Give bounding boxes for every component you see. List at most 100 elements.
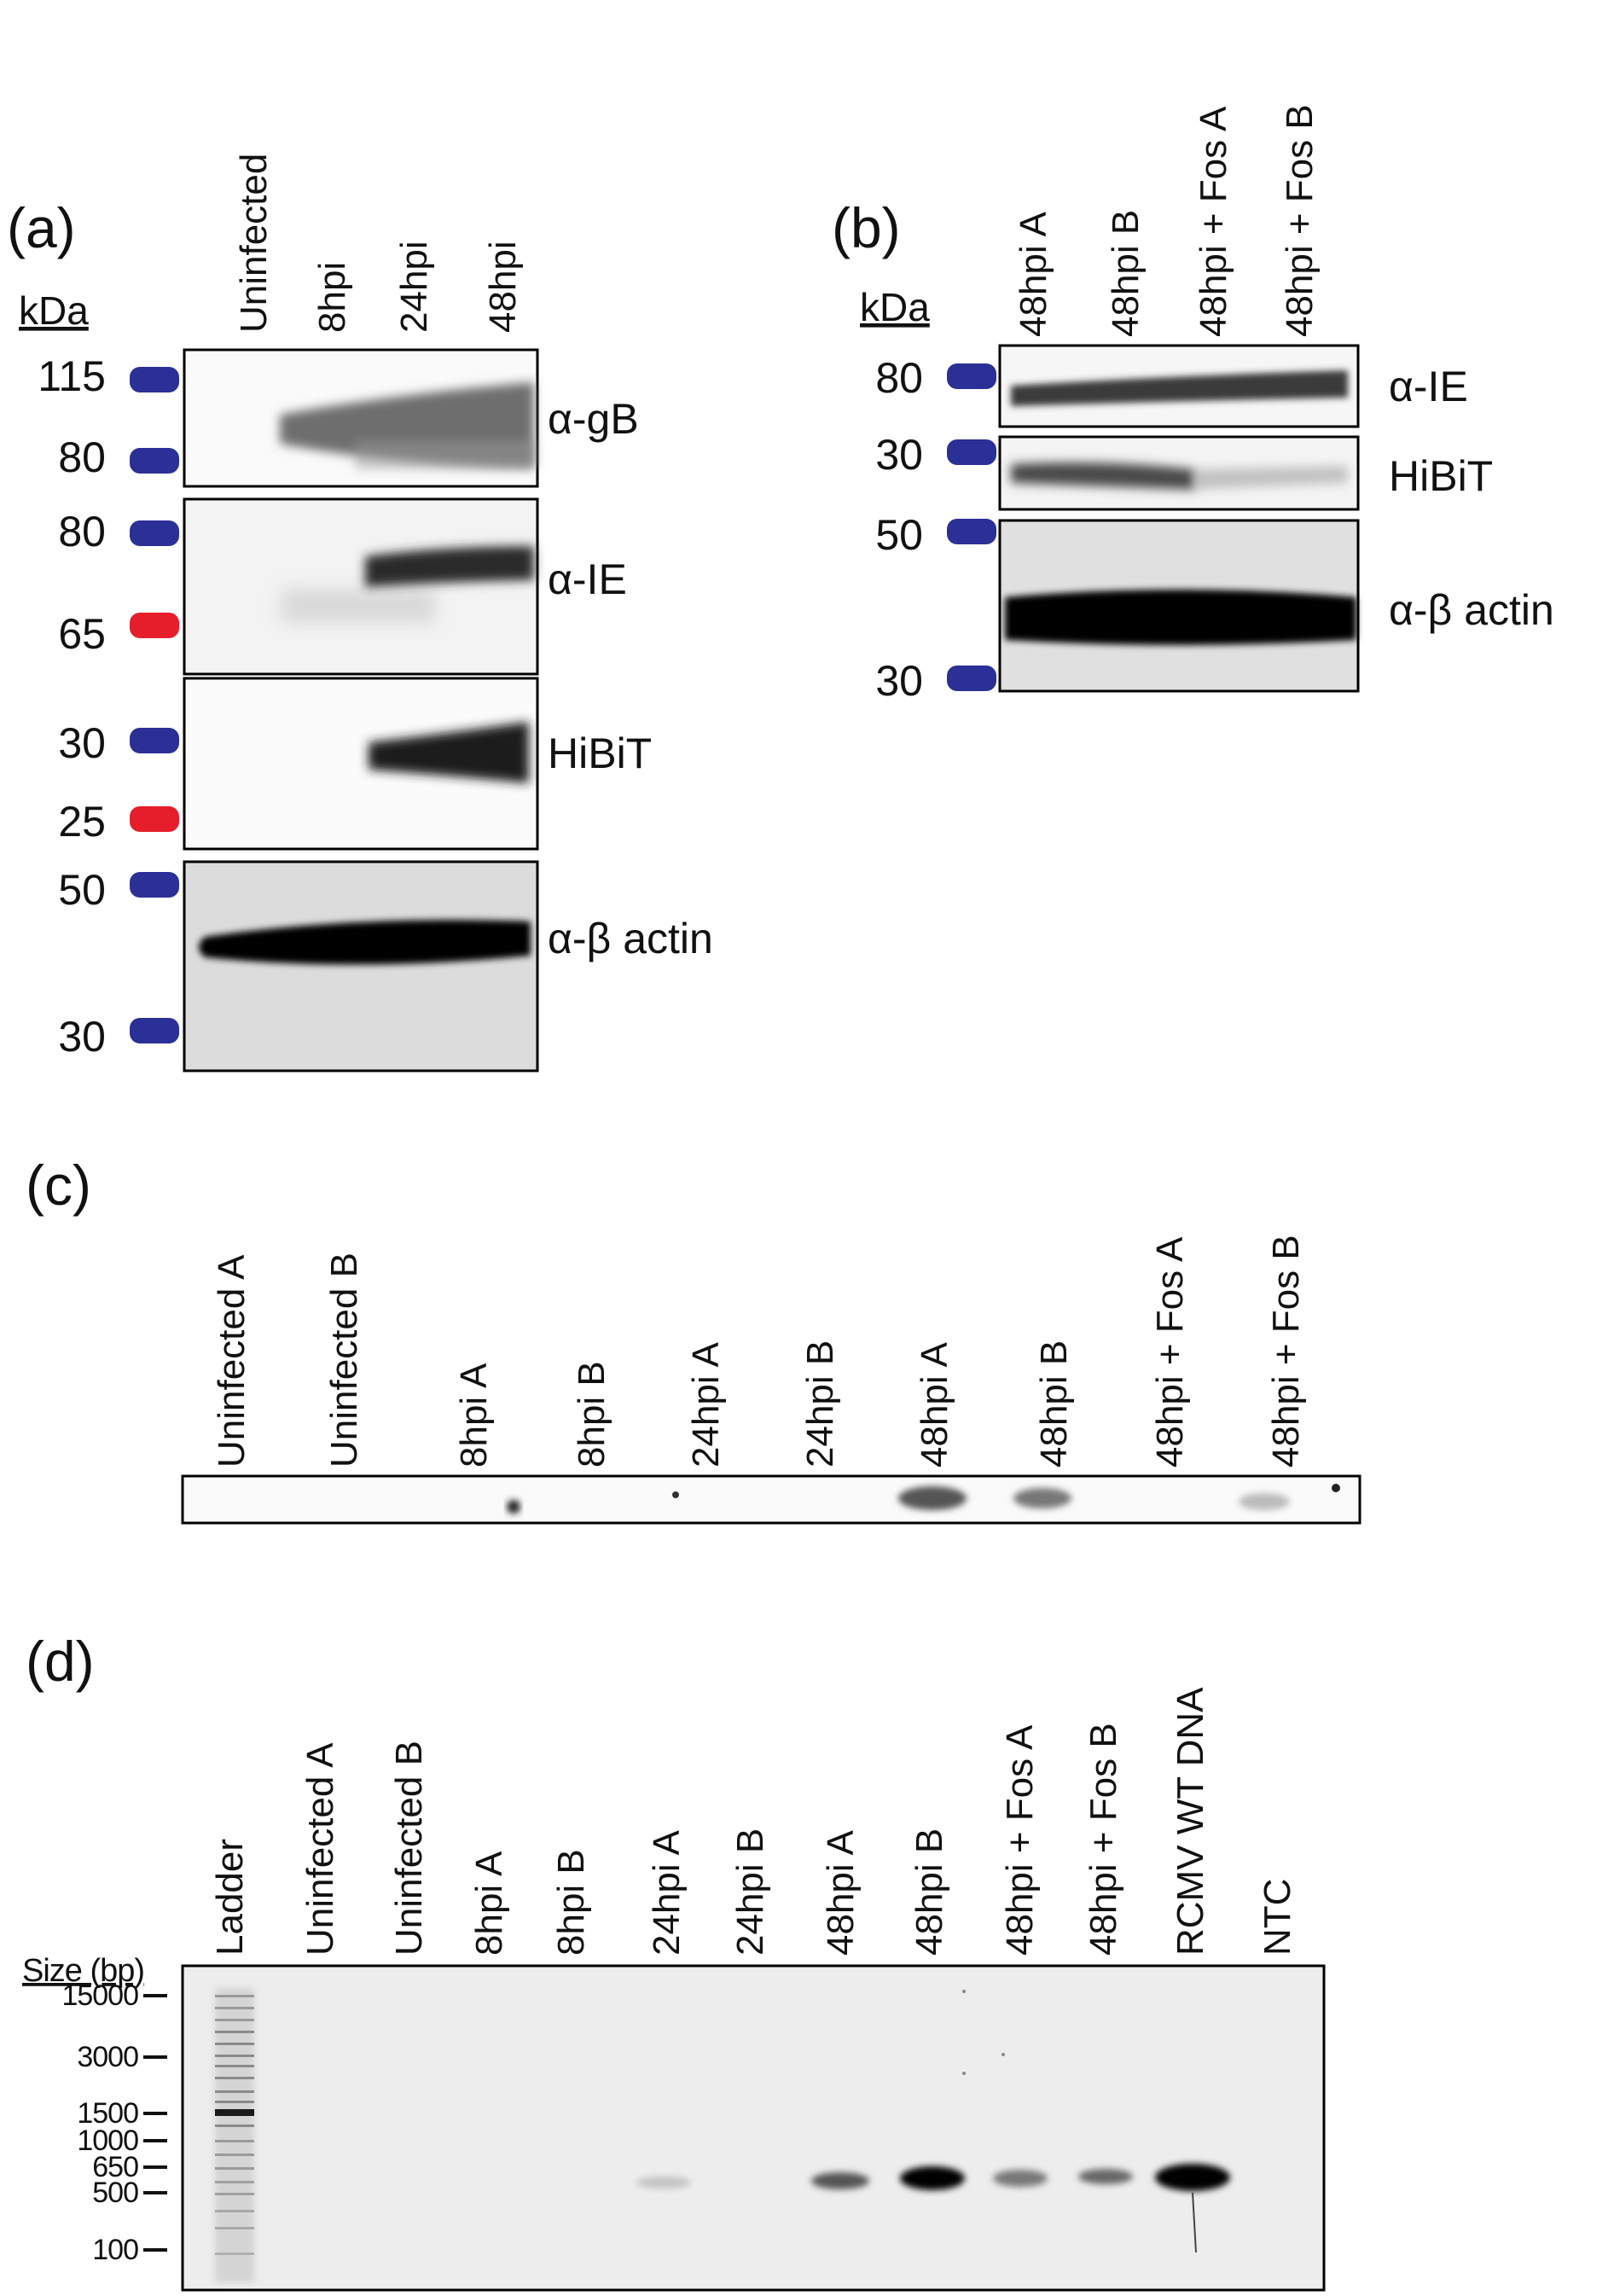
- marker-a-25: [130, 806, 179, 832]
- panel-b-letter: (b): [832, 196, 901, 259]
- panel-b-blot-ie-label: α-IE: [1389, 363, 1468, 410]
- panel-a-lane-label-4: 48hpi: [482, 241, 524, 333]
- size-tick-650: 650: [92, 2151, 138, 2183]
- size-tick-1000: 1000: [77, 2125, 138, 2157]
- ie-band-b: [1011, 370, 1348, 406]
- marker-a-50-label: 50: [58, 866, 106, 914]
- marker-a-30-actin-label: 30: [58, 1013, 106, 1061]
- panel-a-kda-label: kDa: [19, 288, 89, 333]
- marker-b-30-actin-label: 30: [875, 657, 923, 705]
- marker-a-80-gb-label: 80: [58, 433, 106, 481]
- marker-a-80-gb: [130, 448, 179, 474]
- panel-d-lane-label-2: Uninfected A: [299, 1742, 341, 1956]
- panel-c-letter: (c): [26, 1154, 91, 1217]
- panel-b-lane-label-1: 48hpi A: [1013, 212, 1054, 337]
- gel-band-48hpi-a: [811, 2172, 869, 2189]
- marker-b-80: [947, 363, 996, 389]
- panel-a-lane-label-3: 24hpi: [393, 241, 435, 333]
- gel-band-24hpi-a: [636, 2177, 691, 2188]
- panel-d-lane-label-13: NTC: [1257, 1879, 1298, 1956]
- panel-b-kda-label: kDa: [860, 285, 930, 329]
- marker-a-65-label: 65: [58, 610, 106, 658]
- panel-a-letter: (a): [7, 196, 76, 259]
- gel-band-rcmv-wt-dna: [1155, 2164, 1230, 2191]
- marker-b-30: [947, 439, 996, 465]
- actin-band-b: [1005, 590, 1356, 645]
- panel-a-blot-ie: [183, 497, 539, 676]
- panel-a-blot-hibit: [183, 677, 539, 851]
- panel-b-lane-label-3: 48hpi + Fos A: [1193, 106, 1234, 337]
- panel-b-blot-ie: [998, 344, 1360, 428]
- ie-band: [365, 546, 534, 587]
- panel-a-blot-gb-label: α-gB: [548, 395, 639, 443]
- panel-c-lane-label-5: 24hpi A: [685, 1342, 727, 1468]
- panel-c-band-48hpi-b: [1013, 1488, 1071, 1508]
- marker-b-50: [947, 519, 996, 544]
- panel-c-lane-label-4: 8hpi B: [571, 1361, 613, 1468]
- panel-a-lane-label-2: 8hpi: [311, 262, 353, 333]
- marker-b-30-actin: [947, 666, 996, 691]
- marker-a-80-ie-label: 80: [58, 508, 106, 555]
- panel-c-lane-label-2: Uninfected B: [323, 1253, 365, 1468]
- panel-a: (a) kDa Uninfected 8hpi 24hpi 48hpi 115 …: [7, 154, 713, 1072]
- panel-d-lane-label-10: 48hpi + Fos A: [999, 1724, 1041, 1956]
- panel-b: (b) kDa 48hpi A 48hpi B 48hpi + Fos A 48…: [832, 104, 1554, 705]
- panel-a-blot-actin-label: α-β actin: [548, 915, 713, 962]
- marker-a-50: [130, 872, 179, 898]
- marker-b-50-label: 50: [875, 511, 923, 559]
- panel-b-blot-hibit: [998, 435, 1360, 511]
- panel-c-lane-label-6: 24hpi B: [799, 1340, 841, 1468]
- panel-b-blot-actin-label: α-β actin: [1389, 586, 1554, 634]
- size-tick-1500: 1500: [77, 2097, 138, 2130]
- marker-a-30-actin: [130, 1018, 179, 1043]
- panel-c-lane-label-8: 48hpi B: [1033, 1340, 1075, 1468]
- panel-a-blot-gb: [183, 348, 539, 488]
- hibit-band-b: [1011, 462, 1194, 490]
- panel-d-lane-label-6: 24hpi A: [646, 1830, 688, 1956]
- panel-c-lane-label-1: Uninfected A: [211, 1254, 253, 1468]
- panel-d-lane-label-11: 48hpi + Fos B: [1083, 1723, 1124, 1956]
- panel-c-lane-label-10: 48hpi + Fos B: [1265, 1235, 1307, 1468]
- panel-a-blot-ie-label: α-IE: [548, 555, 627, 603]
- panel-c: (c) Uninfected A Uninfected B 8hpi A 8hp…: [26, 1154, 1361, 1525]
- panel-b-blot-actin: [998, 519, 1360, 693]
- panel-d: (d) Ladder Uninfected A Uninfected B 8hp…: [22, 1630, 1326, 2292]
- panel-d-letter: (d): [26, 1630, 95, 1693]
- marker-a-30-label: 30: [58, 719, 106, 767]
- size-tick-15000: 15000: [61, 1979, 138, 2012]
- size-ladder-ticks: 15000 3000 1500 1000 650 500 100: [61, 1979, 167, 2266]
- panel-b-lane-label-4: 48hpi + Fos B: [1279, 104, 1321, 337]
- panel-a-blot-hibit-label: HiBiT: [548, 729, 652, 777]
- marker-a-30: [130, 728, 179, 753]
- panel-d-lane-label-4: 8hpi A: [468, 1851, 510, 1956]
- panel-c-blot: [181, 1474, 1361, 1525]
- marker-a-80-ie: [130, 520, 179, 546]
- panel-d-lane-label-1: Ladder: [209, 1839, 251, 1956]
- marker-a-115: [130, 367, 179, 392]
- panel-d-lane-label-9: 48hpi B: [909, 1828, 950, 1956]
- gel-band-48hpi-fos-b: [1078, 2169, 1133, 2184]
- panel-d-lane-label-3: Uninfected B: [388, 1741, 430, 1956]
- marker-a-25-label: 25: [58, 798, 106, 846]
- marker-a-65: [130, 613, 179, 638]
- panel-b-lane-label-2: 48hpi B: [1105, 210, 1147, 337]
- panel-a-blot-actin: [183, 860, 539, 1072]
- panel-d-lane-label-12: RCMV WT DNA: [1170, 1687, 1211, 1956]
- size-tick-500: 500: [92, 2177, 138, 2209]
- panel-c-band-48hpi-a: [898, 1486, 967, 1510]
- panel-d-lane-label-5: 8hpi B: [550, 1849, 592, 1956]
- panel-d-size-label: Size (bp): [22, 1953, 144, 1989]
- panel-b-blot-hibit-label: HiBiT: [1389, 452, 1493, 500]
- panel-d-gel: [181, 1964, 1326, 2292]
- hibit-band-a: [369, 722, 529, 783]
- panel-d-lane-label-7: 24hpi B: [729, 1828, 771, 1956]
- panel-c-lane-label-9: 48hpi + Fos A: [1149, 1236, 1191, 1468]
- gel-band-48hpi-b: [900, 2166, 965, 2190]
- marker-b-30-label: 30: [875, 431, 923, 479]
- marker-b-80-label: 80: [875, 354, 923, 402]
- ladder-lane: [215, 1988, 254, 2282]
- panel-a-lane-label-1: Uninfected: [233, 154, 275, 333]
- panel-d-lane-label-8: 48hpi A: [820, 1830, 862, 1956]
- size-tick-3000: 3000: [77, 2041, 138, 2073]
